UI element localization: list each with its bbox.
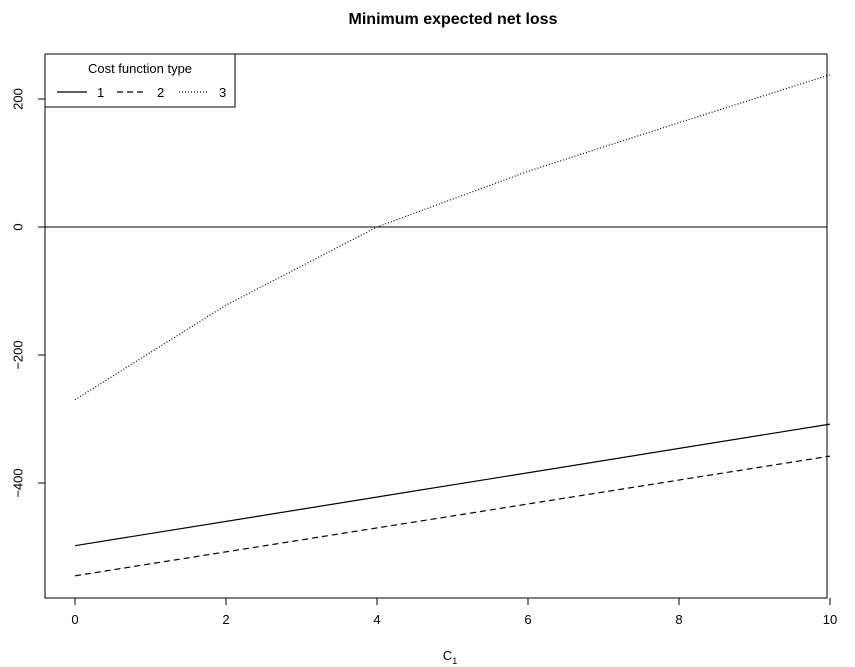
x-tick-label: 10 <box>823 612 837 627</box>
legend-box <box>44 53 236 108</box>
y-tick-label: 0 <box>10 223 25 230</box>
y-tick-label: −200 <box>10 340 25 369</box>
x-tick-label: 2 <box>222 612 229 627</box>
y-tick-label: −400 <box>10 468 25 497</box>
x-axis-label-main: C <box>443 648 452 663</box>
legend-label-3: 3 <box>219 85 226 100</box>
x-tick-label: 6 <box>524 612 531 627</box>
y-tick-label: 200 <box>10 88 25 110</box>
y-axis: −400 −200 0 200 <box>10 88 45 498</box>
legend-label-2: 2 <box>157 85 164 100</box>
legend-label-1: 1 <box>97 85 104 100</box>
chart-title: Minimum expected net loss <box>349 11 558 28</box>
x-tick-label: 0 <box>71 612 78 627</box>
legend: Cost function type 1 2 3 <box>44 53 236 108</box>
series-line-3 <box>74 74 831 401</box>
x-axis-label-subscript: 1 <box>452 656 457 666</box>
plot-frame <box>44 53 828 599</box>
x-tick-label: 8 <box>675 612 682 627</box>
legend-entries: 1 2 3 <box>57 85 226 100</box>
x-axis: 0 2 4 6 8 10 <box>71 598 837 627</box>
series-line-2 <box>74 455 831 577</box>
x-tick-label: 4 <box>373 612 380 627</box>
series-layer <box>74 74 831 577</box>
x-axis-label: C1 <box>443 648 457 666</box>
legend-title: Cost function type <box>88 61 192 76</box>
series-line-1 <box>74 423 831 547</box>
